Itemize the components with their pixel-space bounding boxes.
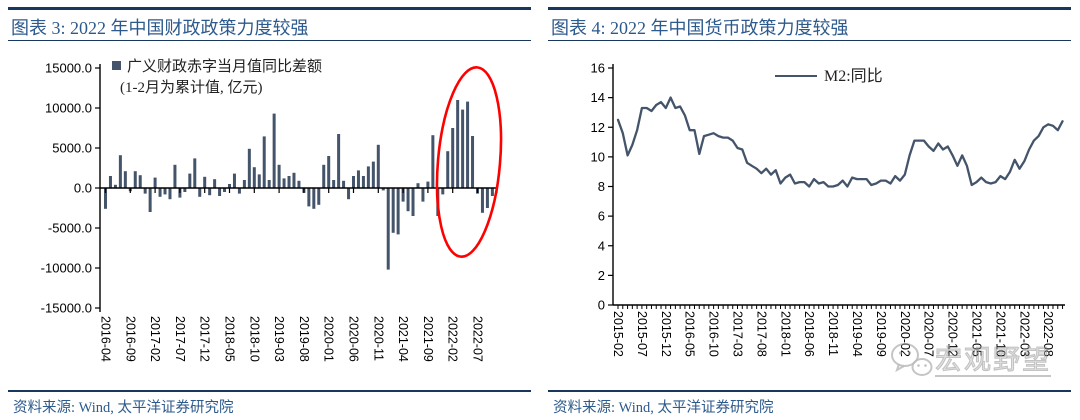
- watermark-text: 宏观野望: [934, 344, 1051, 377]
- svg-text:2019-04: 2019-04: [850, 311, 864, 357]
- svg-text:16: 16: [591, 61, 605, 76]
- svg-text:10: 10: [591, 149, 605, 164]
- svg-text:2022-02: 2022-02: [446, 316, 460, 362]
- svg-text:2017-02: 2017-02: [148, 316, 162, 362]
- figure-3-source: 资料来源: Wind, 太平洋证券研究院: [13, 400, 234, 416]
- m2-yoy-line-chart: 0 2 4 6 8 10 12 14 16 2015-02 2015-07 2015-12 2016-0…: [591, 61, 1065, 357]
- svg-text:2016-09: 2016-09: [123, 316, 137, 362]
- fiscal-deficit-bar-chart: 15000.0 10000.0 5000.0 0.0 -5000.0 -10000.0 -1…: [41, 61, 503, 362]
- bar-legend-swatch-icon: [112, 61, 121, 70]
- figure-3-panel: 图表 3: 2022 年中国财政政策力度较强 15000.0 10000.0 500…: [8, 7, 531, 416]
- svg-text:2015-12: 2015-12: [659, 311, 673, 357]
- svg-text:12: 12: [591, 120, 605, 135]
- figure-4-source: 资料来源: Wind, 太平洋证券研究院: [553, 400, 774, 416]
- svg-text:2: 2: [598, 268, 605, 283]
- bar-legend-note: (1-2月为累计值, 亿元): [120, 80, 263, 96]
- svg-text:2019-08: 2019-08: [297, 316, 311, 362]
- svg-text:2020-07: 2020-07: [922, 311, 936, 357]
- svg-text:2021-04: 2021-04: [396, 316, 410, 362]
- svg-text:2017-07: 2017-07: [173, 316, 187, 362]
- svg-text:2022-08: 2022-08: [1041, 311, 1055, 357]
- svg-text:14: 14: [591, 90, 605, 105]
- title-underline-rule: [548, 40, 1071, 41]
- svg-text:15000.0: 15000.0: [45, 61, 92, 76]
- svg-text:2021-10: 2021-10: [993, 311, 1007, 357]
- svg-text:2017-03: 2017-03: [731, 311, 745, 357]
- svg-text:10000.0: 10000.0: [45, 101, 92, 116]
- svg-text:2018-01: 2018-01: [778, 311, 792, 357]
- svg-text:2020-12: 2020-12: [946, 311, 960, 357]
- wechat-watermark: 宏观野望: [889, 338, 1051, 381]
- bar-legend-label: 广义财政赤字当月值同比差额: [127, 59, 323, 75]
- top-rule: [8, 7, 531, 10]
- svg-text:2019-03: 2019-03: [272, 316, 286, 362]
- svg-text:0: 0: [598, 298, 605, 313]
- line-chart-legend: M2:同比: [775, 62, 883, 86]
- svg-text:2018-10: 2018-10: [247, 316, 261, 362]
- svg-text:2022-07: 2022-07: [471, 316, 485, 362]
- figure-4-panel: 图表 4: 2022 年中国货币政策力度较强 0 2 4 6 8 10 12 14 16 2015…: [540, 0, 1080, 420]
- footer-rule: [548, 390, 1071, 392]
- svg-text:2018-05: 2018-05: [223, 316, 237, 362]
- svg-text:6: 6: [598, 209, 605, 224]
- svg-text:2015-07: 2015-07: [635, 311, 649, 357]
- svg-text:2020-11: 2020-11: [371, 316, 385, 361]
- svg-text:-5000.0: -5000.0: [48, 221, 92, 236]
- line-legend-swatch-icon: [775, 75, 817, 77]
- svg-text:2021-09: 2021-09: [421, 316, 435, 362]
- svg-text:2020-06: 2020-06: [347, 316, 361, 362]
- svg-text:2016-04: 2016-04: [99, 316, 113, 362]
- svg-text:2018-06: 2018-06: [802, 311, 816, 357]
- svg-text:8: 8: [598, 179, 605, 194]
- svg-text:2021-05: 2021-05: [970, 311, 984, 357]
- svg-text:2016-10: 2016-10: [707, 311, 721, 357]
- svg-text:0.0: 0.0: [74, 181, 92, 196]
- svg-text:2017-12: 2017-12: [198, 316, 212, 362]
- wechat-logo-icon: [891, 343, 933, 376]
- svg-text:2017-08: 2017-08: [754, 311, 768, 357]
- figure-4-title: 图表 4: 2022 年中国货币政策力度较强: [551, 18, 849, 38]
- svg-text:2018-11: 2018-11: [826, 311, 840, 356]
- svg-text:-15000.0: -15000.0: [41, 301, 92, 316]
- title-underline-rule: [8, 40, 531, 41]
- line-legend-label: M2:同比: [824, 68, 883, 85]
- figure-3-title: 图表 3: 2022 年中国财政政策力度较强: [11, 18, 309, 38]
- svg-text:2015-02: 2015-02: [611, 311, 625, 357]
- svg-text:5000.0: 5000.0: [52, 141, 92, 156]
- svg-text:2020-01: 2020-01: [322, 316, 336, 362]
- svg-text:2016-05: 2016-05: [683, 311, 697, 357]
- svg-text:2022-03: 2022-03: [1017, 311, 1031, 357]
- svg-text:4: 4: [598, 238, 605, 253]
- top-rule: [548, 7, 1071, 10]
- svg-text:2019-09: 2019-09: [874, 311, 888, 357]
- bar-chart-legend: 广义财政赤字当月值同比差额 (1-2月为累计值, 亿元): [112, 57, 322, 99]
- svg-text:-10000.0: -10000.0: [41, 261, 92, 276]
- footer-rule: [8, 390, 531, 392]
